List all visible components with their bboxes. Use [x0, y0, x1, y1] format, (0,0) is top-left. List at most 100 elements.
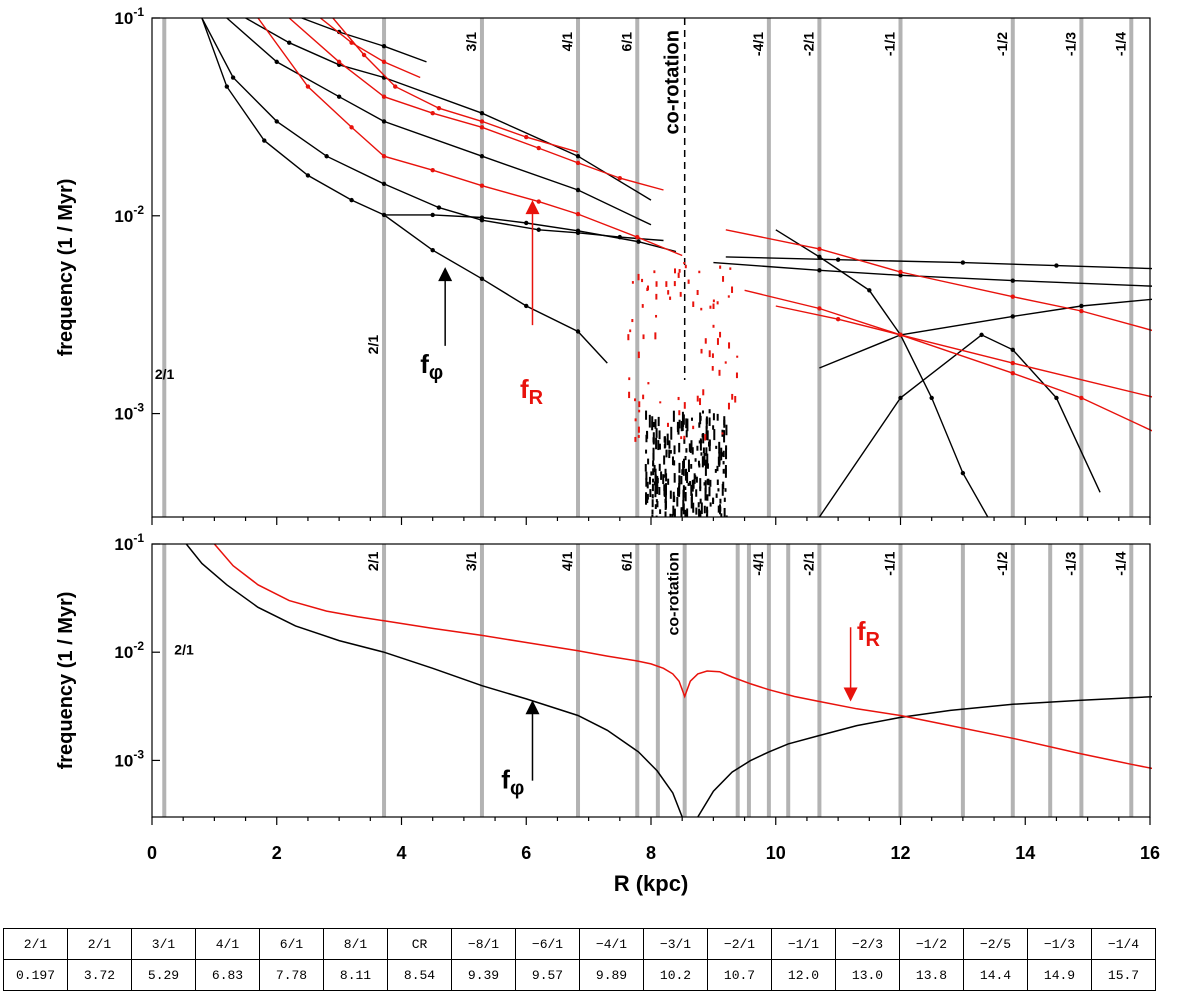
data-point [324, 154, 329, 159]
chaotic-point [642, 394, 645, 400]
chaotic-point [705, 459, 708, 468]
chaotic-point [684, 264, 687, 269]
chaotic-point [724, 488, 727, 492]
data-point [817, 306, 822, 311]
data-point [898, 269, 903, 275]
chaotic-point [645, 492, 648, 505]
data-point [262, 138, 267, 143]
chaotic-point [663, 455, 666, 465]
chaotic-point [720, 447, 723, 461]
chaotic-point [645, 430, 648, 435]
chaotic-point [722, 468, 725, 474]
chaotic-point [711, 366, 714, 371]
data-point [817, 268, 822, 273]
chaotic-point [709, 502, 712, 507]
chaotic-point [664, 511, 667, 517]
resonance-label: -1/3 [1062, 551, 1078, 575]
series-line [226, 18, 652, 226]
annotation-arrowhead [438, 267, 453, 282]
series-line [245, 18, 652, 201]
annotation-label: fR [857, 616, 881, 651]
resonance-cell: −6/1 [515, 928, 580, 960]
chaotic-point [725, 515, 728, 517]
chaotic-point [669, 513, 672, 517]
x-axis-title: R (kpc) [614, 871, 689, 896]
chaotic-point [685, 418, 688, 429]
y-tick-label: 10-3 [114, 401, 144, 424]
chaotic-point [665, 483, 668, 496]
chaotic-point [701, 410, 704, 414]
annotation-arrowhead [525, 200, 540, 215]
chaotic-point [708, 350, 711, 358]
chaotic-point [706, 453, 709, 465]
data-point [381, 154, 387, 159]
data-point [835, 257, 841, 262]
chaotic-point [714, 469, 717, 473]
chaotic-point [683, 438, 686, 444]
series-line [744, 289, 1152, 432]
data-point [430, 212, 435, 218]
chaotic-point [690, 485, 693, 490]
chaotic-point [680, 436, 683, 440]
resonance-label: -4/1 [750, 551, 766, 575]
data-point [479, 276, 485, 282]
annotation-label: fR [520, 374, 544, 409]
data-point [1079, 395, 1084, 401]
chaotic-point [657, 416, 660, 427]
data-point [479, 154, 485, 159]
data-point [536, 145, 541, 151]
chaotic-point [709, 305, 712, 309]
chaotic-point [712, 303, 715, 309]
resonance-label: 6/1 [618, 551, 634, 571]
data-point [898, 395, 903, 401]
chaotic-point [671, 456, 674, 466]
data-point [575, 329, 581, 334]
chaotic-point [696, 395, 699, 402]
resonance-label: 2/1 [365, 551, 381, 571]
chaotic-point [669, 450, 672, 454]
chaotic-point [682, 485, 685, 498]
series-line [725, 256, 1152, 270]
chaotic-point [654, 419, 657, 429]
data-point [274, 59, 279, 65]
annotation-arrowhead [525, 700, 540, 715]
data-point [224, 84, 230, 89]
data-point [436, 105, 442, 111]
chaotic-point [638, 401, 641, 408]
resonance-label: 3/1 [463, 551, 479, 571]
resonance-label: -1/2 [994, 551, 1010, 575]
chaotic-point [716, 465, 719, 472]
chaotic-point [708, 409, 711, 414]
chaotic-point [719, 265, 722, 269]
chaotic-point [706, 506, 709, 513]
radius-cell: 6.83 [195, 959, 260, 991]
resonance-label: 4/1 [559, 32, 575, 52]
chaotic-point [628, 377, 631, 381]
resonance-label: 3/1 [463, 32, 479, 52]
data-point [336, 59, 342, 65]
chaotic-point [721, 452, 724, 457]
panel-top: 2/1 2/1 3/1 4/1 6/1 -4/1 -2/1 -1/1 -1/2 -1/3 -1/4 c… [55, 5, 1152, 525]
chaotic-point [712, 413, 715, 421]
data-point [1054, 395, 1059, 401]
chaotic-point [678, 419, 681, 429]
resonance-cell: −8/1 [451, 928, 516, 960]
data-point [361, 52, 367, 58]
data-point [274, 119, 279, 124]
chaotic-point [663, 484, 666, 492]
data-point [479, 119, 485, 124]
resonance-cell: −1/2 [899, 928, 964, 960]
chaotic-point [687, 279, 690, 284]
chaotic-point [712, 497, 715, 505]
chaotic-point [725, 424, 728, 436]
chaotic-point [704, 480, 707, 493]
plot-frame [151, 17, 1151, 518]
y-tick-label: 10-3 [114, 747, 144, 770]
chaotic-point [686, 508, 689, 517]
data-point [479, 215, 485, 220]
chaotic-point [719, 498, 722, 504]
data-point [635, 234, 640, 240]
chaotic-point [652, 421, 655, 428]
chaotic-point [634, 398, 637, 402]
chaotic-point [721, 483, 724, 496]
